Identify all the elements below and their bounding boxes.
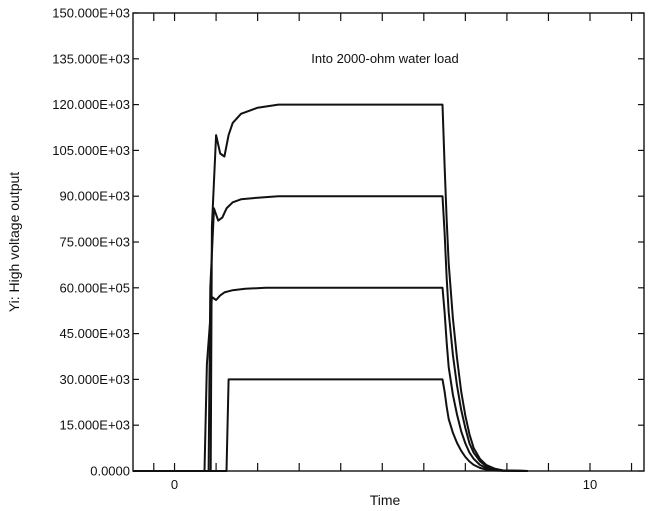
x-tick-label: 10 — [583, 477, 597, 492]
y-tick-label: 150.000E+03 — [52, 6, 130, 21]
y-tick-label: 60.000E+05 — [60, 280, 130, 295]
series-group — [133, 103, 528, 472]
x-axis-title: Time — [370, 492, 401, 508]
y-tick-label: 15.000E+03 — [60, 418, 130, 433]
y-tick-label: 135.000E+03 — [52, 51, 130, 66]
series-line-1 — [133, 103, 528, 472]
y-tick-label: 45.000E+03 — [60, 326, 130, 341]
series-line-3 — [133, 286, 528, 472]
x-axis-ticks: 0 10 — [153, 13, 633, 492]
y-tick-label: 105.000E+03 — [52, 143, 130, 158]
y-tick-label: 30.000E+03 — [60, 372, 130, 387]
y-axis-ticks: 150.000E+03 135.000E+03 120.000E+03 105.000… — [52, 6, 644, 479]
chart-annotation: Into 2000-ohm water load — [311, 51, 458, 66]
y-tick-label: 120.000E+03 — [52, 97, 130, 112]
x-tick-label: 0 — [171, 477, 178, 492]
y-tick-label: 75.000E+03 — [60, 235, 130, 250]
y-axis-title: Yi: High voltage output — [6, 172, 22, 312]
y-tick-label: 90.000E+03 — [60, 189, 130, 204]
series-line-4 — [133, 378, 528, 472]
y-tick-label: 0.0000 — [90, 464, 130, 479]
series-line-2 — [133, 195, 528, 472]
